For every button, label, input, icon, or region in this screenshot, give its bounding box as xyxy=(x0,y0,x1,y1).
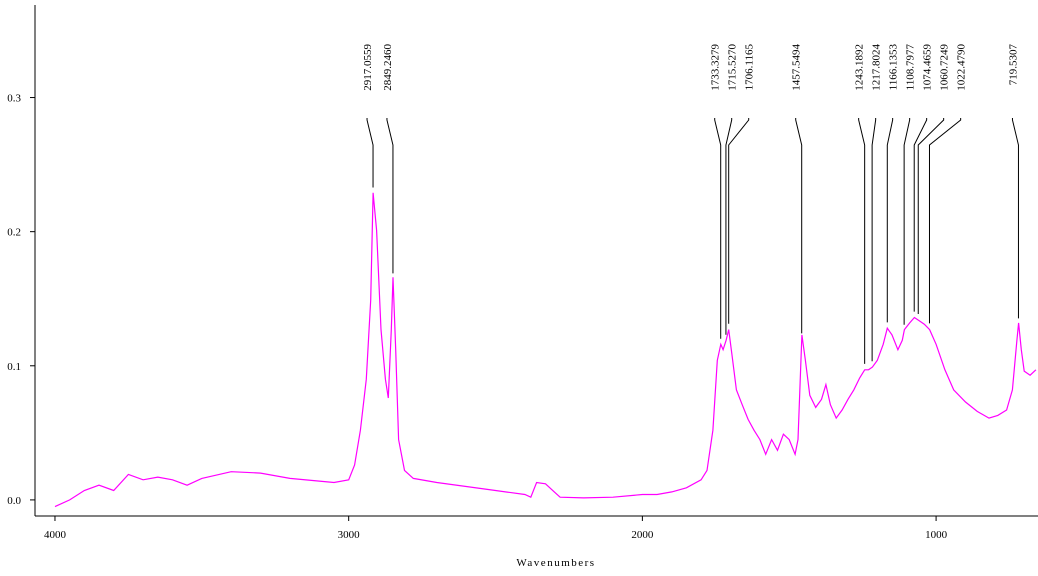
peak-marker xyxy=(917,118,945,315)
peak-marker xyxy=(903,118,911,325)
y-tick-label: 0.3 xyxy=(7,93,21,105)
spectrum-line xyxy=(54,192,1037,508)
peak-marker xyxy=(928,118,962,324)
peak-label: 1715.5270 xyxy=(727,44,739,91)
peak-label: 1022.4790 xyxy=(956,44,968,91)
peak-label: 1074.4659 xyxy=(922,44,934,91)
peak-marker xyxy=(913,118,928,312)
peak-label: 719.5307 xyxy=(1007,44,1019,86)
peak-marker xyxy=(795,118,803,334)
y-tick-label: 0.1 xyxy=(7,361,21,373)
peak-label: 1457.5494 xyxy=(791,44,803,91)
peak-marker xyxy=(366,118,374,188)
x-axis-label: Wavenumbers xyxy=(516,557,595,569)
peak-marker xyxy=(714,118,722,339)
x-tick-label: 4000 xyxy=(44,529,67,541)
peak-marker xyxy=(1011,118,1019,319)
peak-label: 1217.8024 xyxy=(871,44,883,91)
peak-label: 1733.3279 xyxy=(710,44,722,91)
peak-label: 1060.7249 xyxy=(939,44,951,91)
peak-marker xyxy=(871,118,877,362)
peak-marker xyxy=(728,118,750,324)
peak-marker xyxy=(858,118,866,364)
x-tick-label: 1000 xyxy=(925,529,948,541)
y-tick-label: 0.0 xyxy=(7,495,21,507)
y-tick-label: 0.2 xyxy=(7,227,21,239)
peak-marker xyxy=(886,118,894,323)
x-tick-label: 3000 xyxy=(338,529,361,541)
peak-label: 1108.7977 xyxy=(905,44,917,91)
peak-label: 1166.1353 xyxy=(888,44,900,91)
peak-label: 1243.1892 xyxy=(854,44,866,91)
peak-label: 2917.0559 xyxy=(362,44,374,91)
peak-label: 2849.2460 xyxy=(382,44,394,91)
x-tick-label: 2000 xyxy=(631,529,654,541)
peak-marker xyxy=(386,118,394,274)
peak-label: 1706.1165 xyxy=(744,44,756,91)
peak-marker xyxy=(725,118,733,335)
